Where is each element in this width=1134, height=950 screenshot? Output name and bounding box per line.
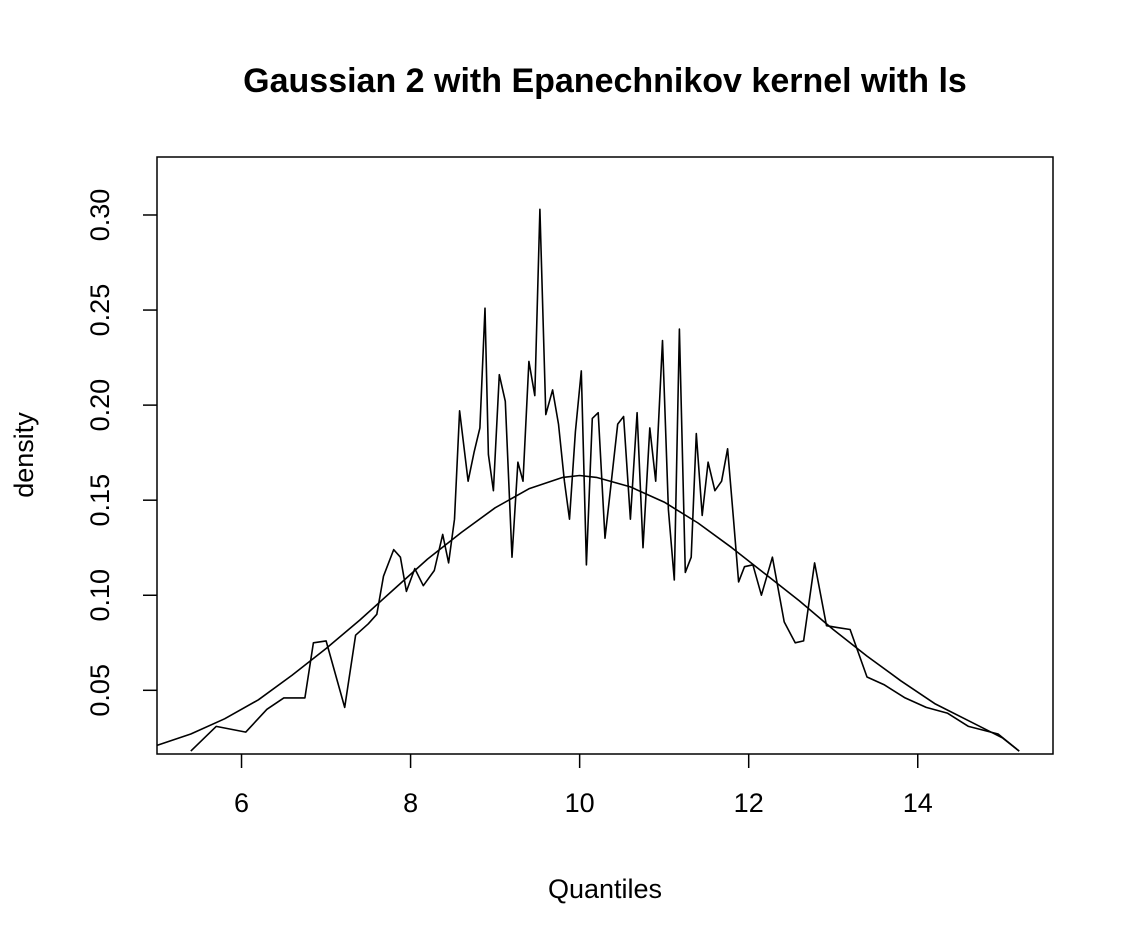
plot-frame xyxy=(156,156,1054,755)
y-tick-label: 0.05 xyxy=(85,664,115,717)
series-layer xyxy=(156,208,1020,752)
chart-title: Gaussian 2 with Epanechnikov kernel with… xyxy=(243,62,967,100)
y-tick-label: 0.10 xyxy=(85,569,115,622)
y-tick-label: 0.20 xyxy=(85,379,115,432)
y-tick-label: 0.15 xyxy=(85,474,115,527)
x-tick-label: 14 xyxy=(903,788,933,818)
x-tick-label: 10 xyxy=(565,788,595,818)
x-tick-label: 8 xyxy=(403,788,418,818)
reference-density-curve xyxy=(156,474,1020,752)
x-axis-label: Quantiles xyxy=(548,874,662,904)
y-axis-label: density xyxy=(9,412,39,498)
x-tick-label: 6 xyxy=(234,788,249,818)
y-axis: 0.05 0.10 0.15 0.20 0.25 0.30 xyxy=(85,189,157,717)
x-axis: 6 8 10 12 14 xyxy=(234,754,933,818)
y-tick-label: 0.25 xyxy=(85,284,115,337)
y-tick-label: 0.30 xyxy=(85,189,115,242)
x-tick-label: 12 xyxy=(734,788,764,818)
